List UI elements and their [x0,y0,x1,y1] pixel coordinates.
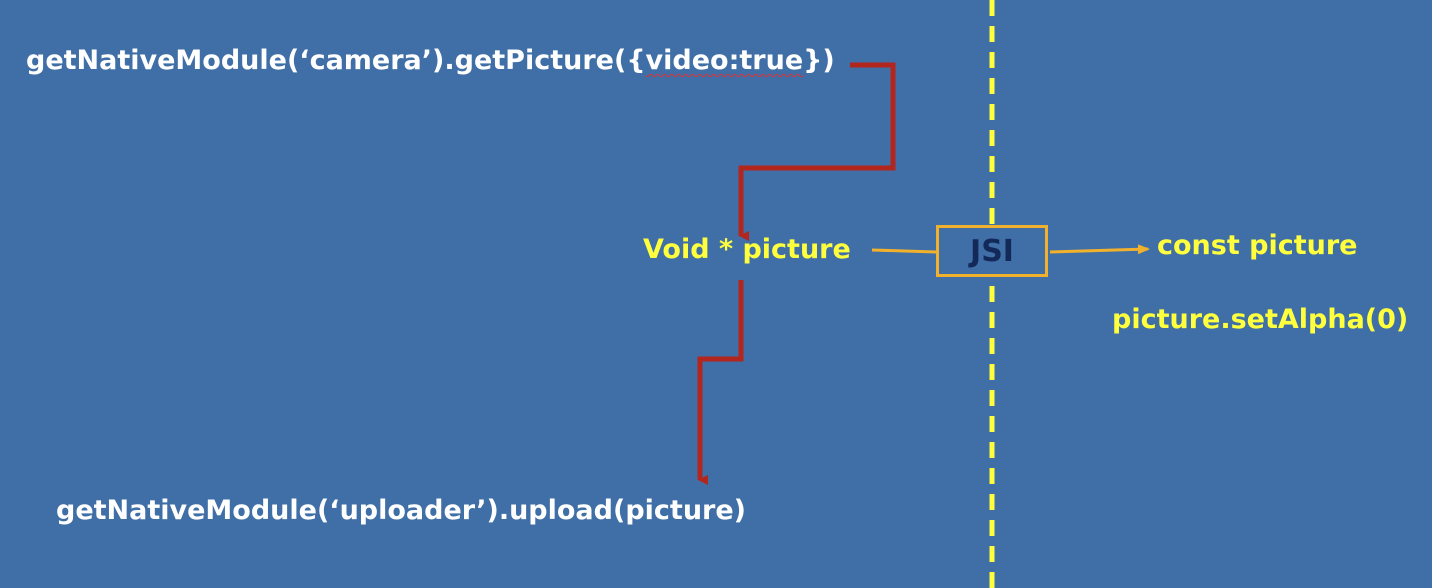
void-picture-label: Void * picture [643,236,851,263]
camera-call-suffix: }) [803,45,835,76]
camera-call-prefix: getNativeModule(‘camera’).getPicture({ [26,45,646,76]
jsi-connector-right [1050,249,1148,252]
jsi-box: JSI [936,225,1048,277]
camera-call-highlight: video:true [646,45,804,76]
upload-call-text: getNativeModule(‘uploader’).upload(pictu… [56,497,746,524]
const-picture-label: const picture [1157,232,1358,259]
flow-arrow-camera-to-void [741,65,893,236]
set-alpha-call: picture.setAlpha(0) [1112,306,1408,333]
camera-call-text: getNativeModule(‘camera’).getPicture({vi… [26,47,835,74]
jsi-connector-left [872,250,936,252]
flow-arrow-void-to-upload [700,280,741,480]
jsi-label: JSI [970,234,1014,269]
